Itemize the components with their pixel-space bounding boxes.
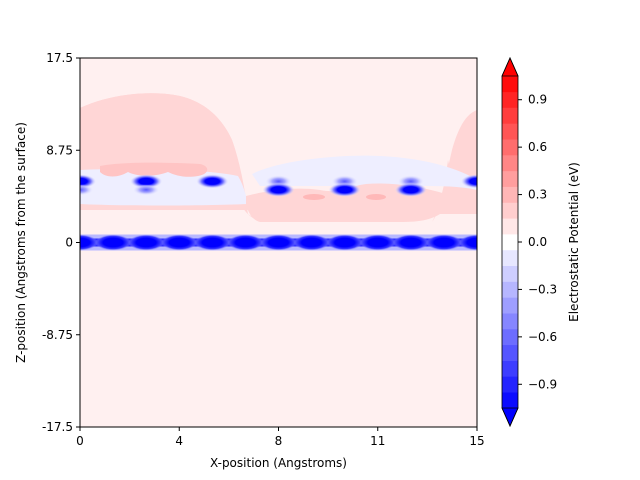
surface-atom (392, 234, 429, 251)
x-axis: 0 4 8 11 15 (76, 427, 485, 448)
y-tick-label: -17.5 (42, 420, 73, 434)
colorbar-level (502, 186, 518, 203)
y-tick-label: -8.75 (42, 328, 73, 342)
lower-atom (394, 182, 427, 197)
colorbar-tick-label: 0.3 (528, 188, 547, 202)
surface-atom (227, 234, 264, 251)
colorbar: 0.9 0.6 0.3 0.0 −0.3 −0.6 −0.9 (501, 57, 557, 427)
lower-atom (262, 182, 295, 197)
upper-atom (461, 174, 477, 189)
colorbar-tick-label: 0.0 (528, 235, 547, 249)
x-tick-label: 15 (469, 434, 484, 448)
surface-atom (326, 234, 363, 251)
colorbar-outline (501, 57, 519, 427)
y-tick-label: 17.5 (46, 51, 73, 65)
colorbar-level (502, 360, 518, 377)
colorbar-level (502, 376, 518, 393)
colorbar-level (502, 76, 518, 93)
colorbar-extend-min (501, 407, 519, 427)
colorbar-level (502, 155, 518, 172)
surface-atom (194, 234, 231, 251)
colorbar-tick-label: 0.9 (528, 93, 547, 107)
y-tick-label: 8.75 (46, 143, 73, 157)
colorbar-level (502, 297, 518, 314)
surface-atom (80, 234, 98, 251)
plot-area (80, 58, 477, 427)
colorbar-extend-max (501, 57, 519, 77)
surface-atom (128, 234, 165, 251)
positive-wave (100, 162, 208, 177)
colorbar-level (502, 344, 518, 361)
surface-atom (95, 234, 132, 251)
colorbar-tick-label: 0.6 (528, 140, 547, 154)
positive-plateau (246, 183, 446, 222)
x-tick-label: 11 (370, 434, 385, 448)
surface-atom (425, 234, 462, 251)
colorbar-level (502, 91, 518, 108)
x-tick-label: 0 (76, 434, 84, 448)
x-tick-label: 8 (275, 434, 283, 448)
colorbar-level (502, 218, 518, 235)
y-axis-label: Z-position (Angstroms from the surface) (14, 122, 28, 363)
colorbar-tick-label: −0.9 (528, 377, 557, 391)
colorbar-level (502, 392, 518, 409)
lower-atom (80, 184, 93, 196)
colorbar-level (502, 139, 518, 156)
x-tick-label: 4 (175, 434, 183, 448)
y-axis: 17.5 8.75 0 -8.75 -17.5 (42, 51, 80, 434)
colorbar-level (502, 328, 518, 346)
y-tick-label: 0 (65, 236, 73, 250)
surface-atom (260, 234, 297, 251)
pocket (366, 194, 386, 200)
lower-atom (133, 184, 160, 196)
colorbar-level (502, 107, 518, 124)
colorbar-level (502, 313, 518, 330)
surface-atom (161, 234, 198, 251)
colorbar-tick-label: −0.3 (528, 282, 557, 296)
colorbar-level (502, 202, 518, 219)
colorbar-label: Electrostatic Potential (eV) (567, 162, 581, 322)
lower-atom-layer (80, 182, 427, 197)
colorbar-level (502, 123, 518, 140)
upper-atom (130, 174, 163, 189)
colorbar-level (502, 265, 518, 282)
colorbar-level (502, 281, 518, 298)
colorbar-level (502, 249, 518, 267)
upper-atom (196, 174, 229, 189)
colorbar-tick-label: −0.6 (528, 330, 557, 344)
surface-atom (459, 234, 477, 251)
surface-atom (359, 234, 396, 251)
lower-atom (328, 182, 361, 197)
pocket (303, 194, 325, 200)
surface-atom (293, 234, 330, 251)
colorbar-level (502, 234, 518, 251)
colorbar-level (502, 170, 518, 187)
x-axis-label: X-position (Angstroms) (210, 456, 347, 470)
surface-band (80, 234, 477, 251)
